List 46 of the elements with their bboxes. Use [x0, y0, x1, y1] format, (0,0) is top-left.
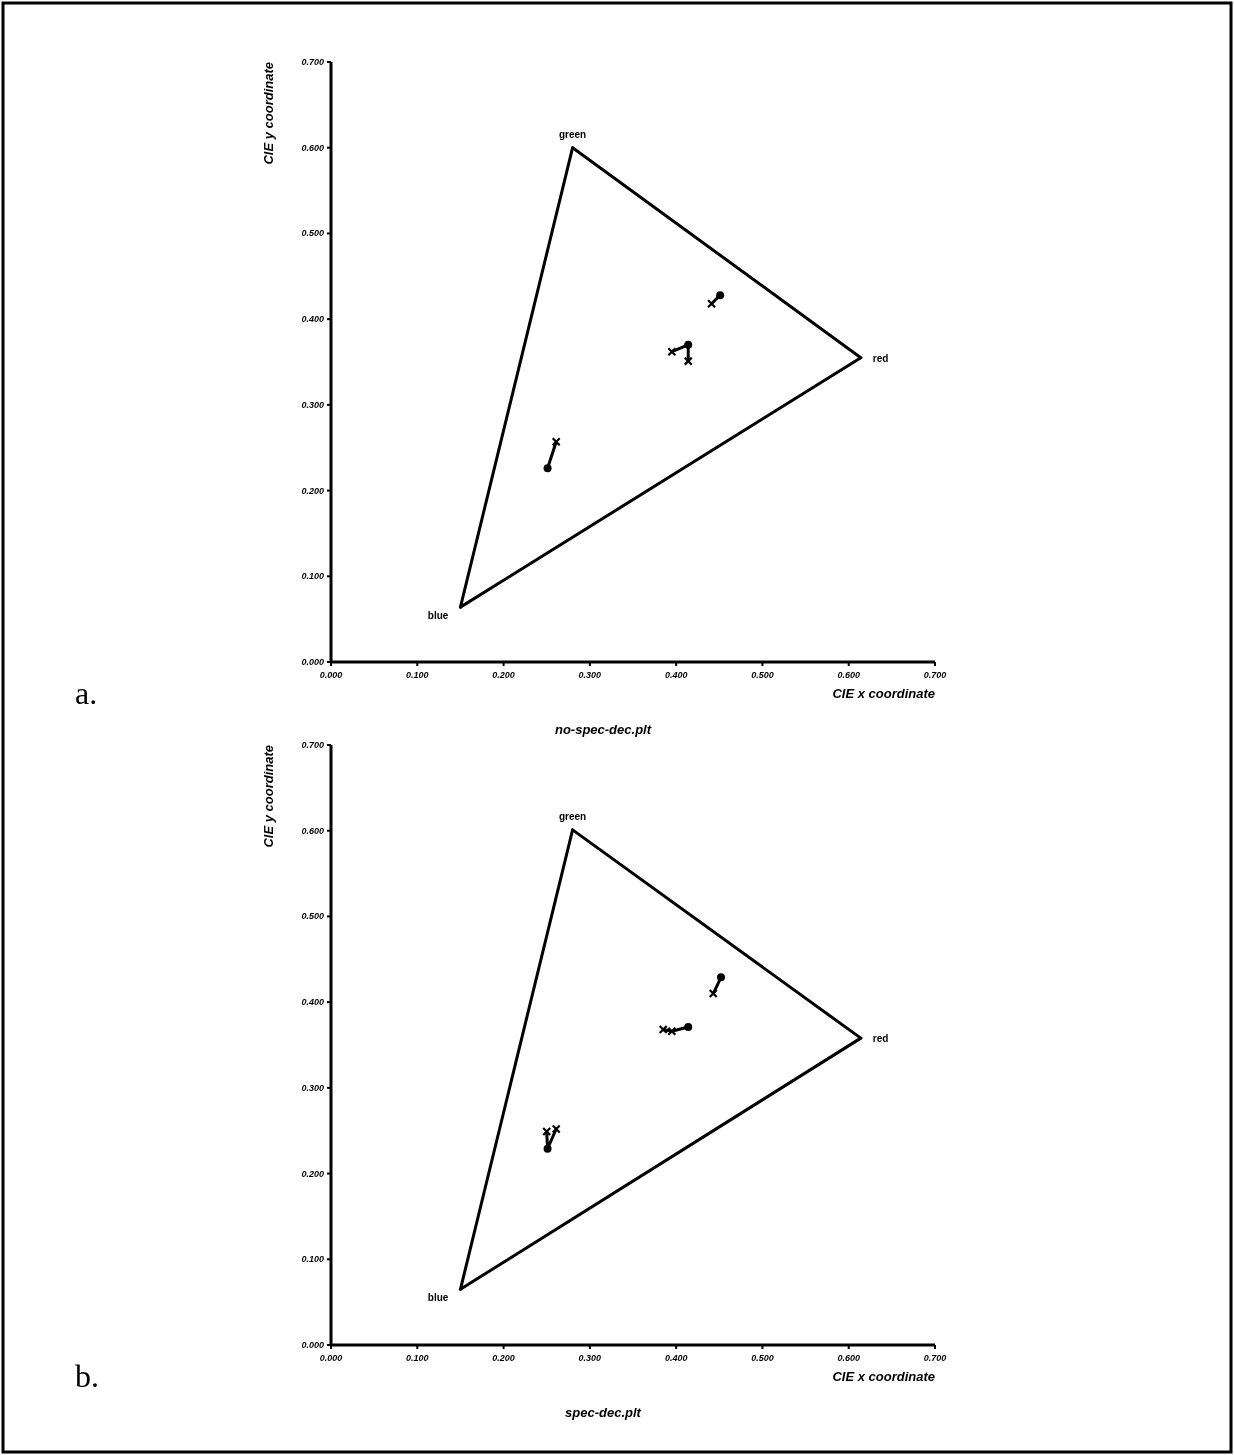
y-tick-label: 0.300 — [301, 399, 324, 410]
y-tick-label: 0.200 — [301, 485, 324, 496]
x-tick-label: 0.000 — [319, 1353, 343, 1363]
y-tick-label: 0.600 — [301, 142, 324, 153]
x-tick-label: 0.500 — [751, 1353, 774, 1363]
y-tick-label: 0.200 — [301, 1168, 324, 1179]
text: no-spec-dec.plt — [554, 722, 652, 737]
text: a. — [75, 675, 98, 711]
y-tick-label: 0.300 — [301, 1082, 324, 1093]
x-tick-label: 0.400 — [664, 670, 688, 680]
annotation: blue — [427, 1292, 449, 1304]
x-tick-label: 0.100 — [406, 670, 429, 680]
x-tick-label: 0.400 — [664, 1353, 688, 1363]
x-tick-label: 0.200 — [492, 1353, 515, 1363]
annotation: green — [558, 128, 587, 140]
y-tick-label: 0.000 — [301, 1340, 324, 1350]
annotation: green — [558, 810, 587, 822]
y-axis-title: CIE y coordinate — [261, 745, 276, 848]
y-tick-label: 0.100 — [301, 1254, 324, 1265]
x-tick-label: 0.700 — [923, 670, 947, 680]
y-tick-label: 0.500 — [301, 228, 324, 239]
x-axis-title: CIE x coordinate — [832, 1369, 935, 1384]
x-tick-label: 0.300 — [578, 1353, 602, 1363]
y-tick-label: 0.600 — [301, 825, 324, 836]
x-tick-label: 0.100 — [406, 1353, 429, 1363]
x-tick-label: 0.300 — [578, 670, 602, 680]
y-axis-title: CIE y coordinate — [261, 62, 276, 165]
annotation: blue — [427, 610, 449, 622]
x-axis-title: CIE x coordinate — [832, 686, 935, 701]
y-tick-label: 0.700 — [301, 740, 324, 750]
text: b. — [75, 1358, 99, 1394]
x-tick-label: 0.600 — [837, 670, 860, 680]
x-tick-label: 0.200 — [492, 670, 515, 680]
y-tick-label: 0.500 — [301, 911, 324, 922]
y-tick-label: 0.400 — [301, 314, 324, 325]
text: spec-dec.plt — [565, 1405, 642, 1420]
x-tick-label: 0.600 — [837, 1353, 860, 1363]
annotation: red — [872, 352, 889, 364]
x-tick-label: 0.000 — [319, 670, 343, 680]
annotation: red — [872, 1033, 889, 1045]
y-tick-label: 0.700 — [301, 57, 324, 67]
x-tick-label: 0.500 — [751, 670, 774, 680]
y-tick-label: 0.400 — [301, 997, 324, 1008]
y-tick-label: 0.000 — [301, 657, 324, 667]
x-tick-label: 0.700 — [923, 1353, 947, 1363]
y-tick-label: 0.100 — [301, 571, 324, 582]
